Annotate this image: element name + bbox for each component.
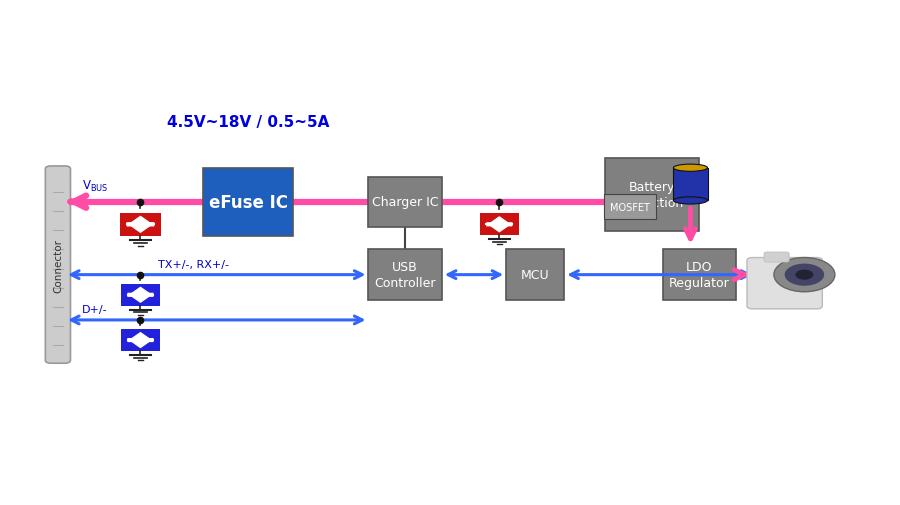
Polygon shape <box>127 217 154 226</box>
Circle shape <box>796 270 814 280</box>
Text: MOSFET: MOSFET <box>610 203 651 212</box>
Text: LDO
Regulator: LDO Regulator <box>669 261 730 289</box>
Ellipse shape <box>673 197 707 205</box>
Circle shape <box>774 258 835 292</box>
Text: D+/-: D+/- <box>82 305 108 314</box>
Polygon shape <box>128 294 153 302</box>
Circle shape <box>785 264 824 286</box>
Text: Charger IC: Charger IC <box>372 196 438 209</box>
Text: 4.5V~18V / 0.5~5A: 4.5V~18V / 0.5~5A <box>166 115 329 129</box>
Text: MCU: MCU <box>521 269 550 282</box>
Text: Battery
Protection: Battery Protection <box>620 180 683 209</box>
FancyBboxPatch shape <box>45 167 70 364</box>
FancyBboxPatch shape <box>506 250 564 300</box>
Polygon shape <box>128 339 153 348</box>
FancyBboxPatch shape <box>605 159 699 231</box>
FancyBboxPatch shape <box>368 250 442 300</box>
Bar <box>122 330 160 351</box>
Bar <box>673 168 707 201</box>
Text: TX+/-, RX+/-: TX+/-, RX+/- <box>158 259 230 269</box>
FancyBboxPatch shape <box>604 195 656 220</box>
Polygon shape <box>127 223 154 233</box>
FancyBboxPatch shape <box>203 168 293 236</box>
Polygon shape <box>128 288 153 297</box>
Bar <box>122 284 160 306</box>
Text: USB
Controller: USB Controller <box>374 261 436 289</box>
FancyBboxPatch shape <box>368 177 442 227</box>
Text: $\mathregular{V_{BUS}}$: $\mathregular{V_{BUS}}$ <box>82 178 109 193</box>
FancyBboxPatch shape <box>764 252 789 263</box>
FancyBboxPatch shape <box>662 250 736 300</box>
Text: eFuse IC: eFuse IC <box>209 193 288 211</box>
Bar <box>480 214 518 236</box>
Polygon shape <box>486 223 512 232</box>
Polygon shape <box>486 217 512 226</box>
Polygon shape <box>128 333 153 342</box>
Text: Connector: Connector <box>53 238 63 292</box>
FancyBboxPatch shape <box>747 258 823 309</box>
Bar <box>120 213 161 236</box>
Ellipse shape <box>673 165 707 172</box>
